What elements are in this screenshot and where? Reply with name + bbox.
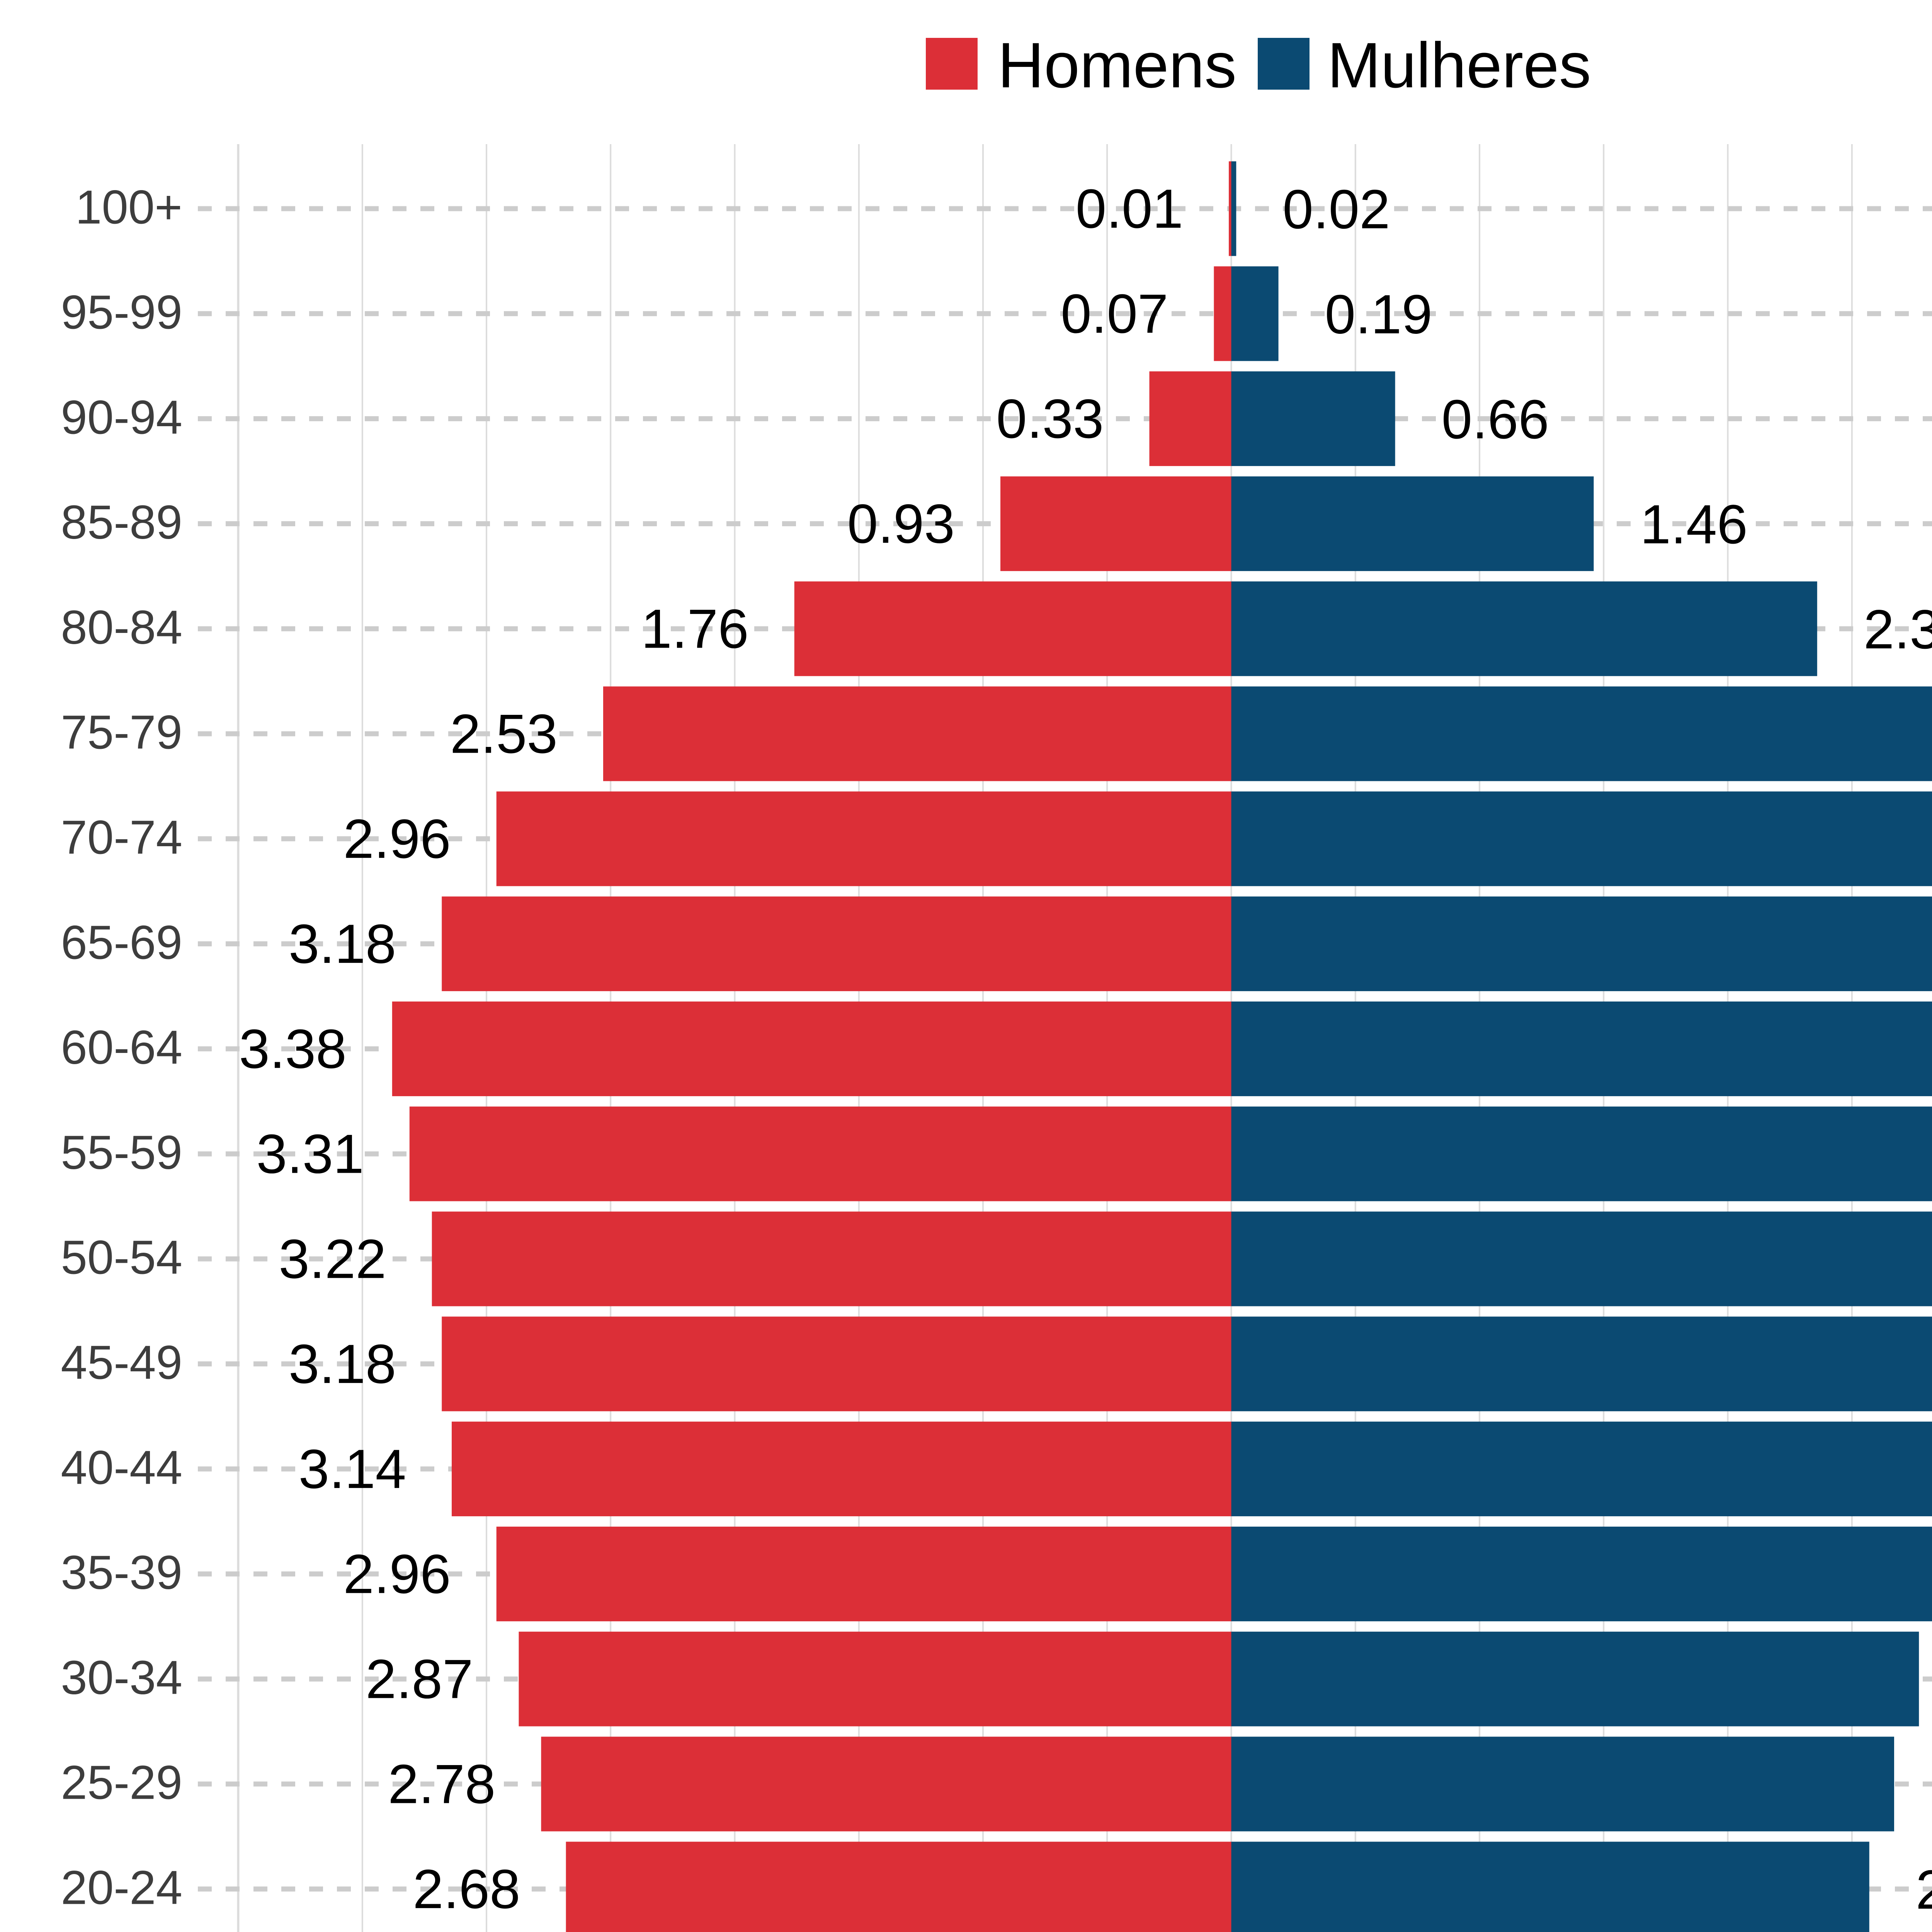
svg-text:Mulheres: Mulheres bbox=[1327, 30, 1591, 101]
svg-text:3.38: 3.38 bbox=[239, 1019, 346, 1080]
svg-text:40-44: 40-44 bbox=[61, 1441, 182, 1494]
svg-text:3.22: 3.22 bbox=[279, 1228, 386, 1290]
svg-text:2.57: 2.57 bbox=[1916, 1859, 1932, 1921]
svg-text:3.18: 3.18 bbox=[289, 913, 396, 975]
svg-text:45-49: 45-49 bbox=[61, 1337, 182, 1389]
svg-text:2.68: 2.68 bbox=[413, 1859, 520, 1920]
svg-text:0.19: 0.19 bbox=[1325, 284, 1432, 345]
svg-text:2.96: 2.96 bbox=[343, 1544, 451, 1605]
svg-text:70-74: 70-74 bbox=[61, 811, 182, 864]
svg-text:35-39: 35-39 bbox=[61, 1546, 182, 1599]
svg-text:0.93: 0.93 bbox=[847, 493, 955, 555]
svg-text:Homens: Homens bbox=[998, 30, 1236, 101]
svg-text:1.76: 1.76 bbox=[641, 599, 748, 660]
svg-text:0.02: 0.02 bbox=[1282, 179, 1390, 240]
svg-text:1.46: 1.46 bbox=[1640, 494, 1748, 555]
svg-text:0.07: 0.07 bbox=[1061, 283, 1168, 345]
svg-text:25-29: 25-29 bbox=[61, 1757, 182, 1810]
svg-text:2.96: 2.96 bbox=[343, 808, 451, 870]
svg-text:85-89: 85-89 bbox=[61, 496, 182, 549]
svg-text:20-24: 20-24 bbox=[61, 1862, 182, 1915]
svg-text:2.78: 2.78 bbox=[388, 1753, 495, 1815]
svg-text:95-99: 95-99 bbox=[61, 286, 182, 339]
svg-text:2.87: 2.87 bbox=[366, 1649, 473, 1710]
svg-text:3.31: 3.31 bbox=[256, 1124, 364, 1185]
svg-text:80-84: 80-84 bbox=[61, 601, 182, 654]
svg-text:0.01: 0.01 bbox=[1076, 178, 1183, 240]
svg-text:2.53: 2.53 bbox=[450, 703, 558, 765]
svg-text:75-79: 75-79 bbox=[61, 706, 182, 759]
svg-text:55-59: 55-59 bbox=[61, 1126, 182, 1179]
svg-text:60-64: 60-64 bbox=[61, 1021, 182, 1074]
svg-text:65-69: 65-69 bbox=[61, 916, 182, 969]
svg-text:50-54: 50-54 bbox=[61, 1231, 182, 1284]
svg-text:100+: 100+ bbox=[75, 181, 182, 234]
svg-text:30-34: 30-34 bbox=[61, 1651, 182, 1704]
svg-text:0.33: 0.33 bbox=[996, 388, 1104, 450]
svg-text:3.14: 3.14 bbox=[299, 1439, 406, 1500]
svg-text:0.66: 0.66 bbox=[1442, 389, 1549, 450]
svg-text:90-94: 90-94 bbox=[61, 391, 182, 444]
svg-text:3.18: 3.18 bbox=[289, 1333, 396, 1395]
svg-text:2.36: 2.36 bbox=[1864, 599, 1932, 660]
